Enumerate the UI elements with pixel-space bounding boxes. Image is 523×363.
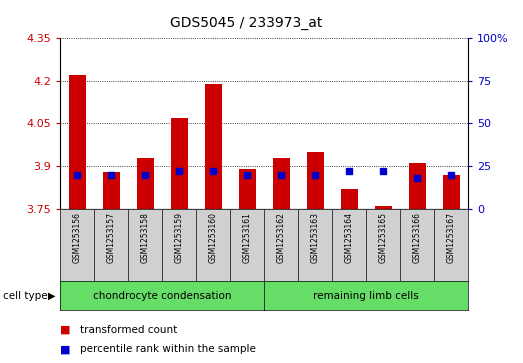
Bar (374, 206, 392, 209)
Bar (103, 172, 120, 209)
Bar (408, 163, 426, 209)
Text: GSM1253166: GSM1253166 (413, 212, 422, 263)
Text: GSM1253160: GSM1253160 (209, 212, 218, 263)
Text: GSM1253163: GSM1253163 (311, 212, 320, 263)
Bar (238, 169, 256, 209)
Text: GSM1253164: GSM1253164 (345, 212, 354, 263)
Text: ■: ■ (60, 325, 71, 335)
Text: ▶: ▶ (48, 291, 55, 301)
Bar (442, 175, 460, 209)
Text: GSM1253158: GSM1253158 (141, 212, 150, 263)
Bar (340, 189, 358, 209)
Text: GDS5045 / 233973_at: GDS5045 / 233973_at (169, 16, 322, 30)
Text: GSM1253162: GSM1253162 (277, 212, 286, 263)
Text: remaining limb cells: remaining limb cells (313, 291, 419, 301)
Text: percentile rank within the sample: percentile rank within the sample (80, 344, 256, 354)
Text: transformed count: transformed count (80, 325, 177, 335)
Text: GSM1253167: GSM1253167 (447, 212, 456, 263)
Text: GSM1253157: GSM1253157 (107, 212, 116, 263)
Text: GSM1253165: GSM1253165 (379, 212, 388, 263)
Bar (306, 152, 324, 209)
Text: chondrocyte condensation: chondrocyte condensation (93, 291, 231, 301)
Text: GSM1253159: GSM1253159 (175, 212, 184, 263)
Text: GSM1253156: GSM1253156 (73, 212, 82, 263)
Text: cell type: cell type (3, 291, 47, 301)
Bar (69, 75, 86, 209)
Text: GSM1253161: GSM1253161 (243, 212, 252, 263)
Bar (137, 158, 154, 209)
Text: ■: ■ (60, 344, 71, 354)
Bar (204, 83, 222, 209)
Bar (170, 118, 188, 209)
Bar (272, 158, 290, 209)
